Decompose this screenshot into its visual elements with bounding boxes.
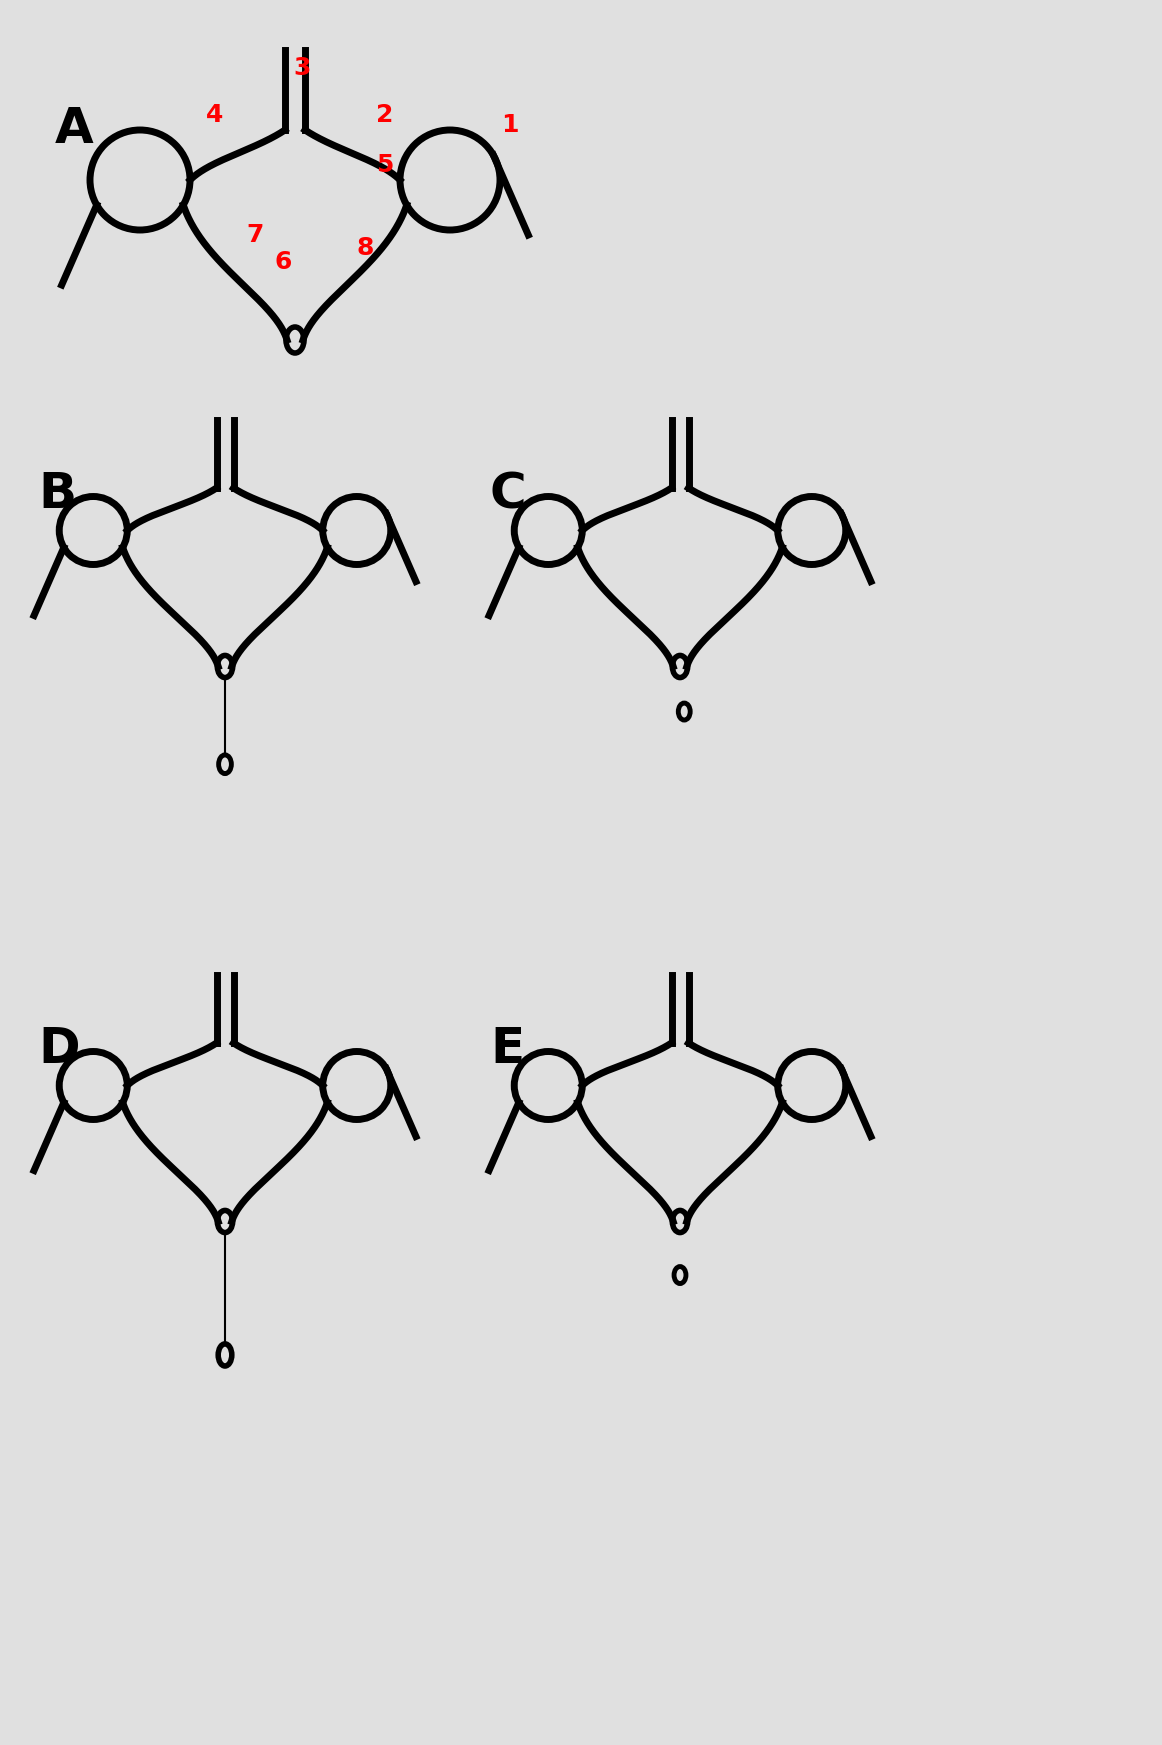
Text: 4: 4 [207,103,224,127]
Text: 1: 1 [501,113,518,138]
Text: E: E [490,1024,524,1073]
Text: 6: 6 [274,250,292,274]
Text: D: D [38,1024,80,1073]
Text: A: A [55,105,94,154]
Text: 7: 7 [246,223,264,248]
Text: 5: 5 [376,154,394,176]
Text: 3: 3 [293,56,310,80]
Text: 2: 2 [376,103,394,127]
Text: 8: 8 [357,236,374,260]
Text: C: C [490,469,526,518]
Text: B: B [38,469,77,518]
